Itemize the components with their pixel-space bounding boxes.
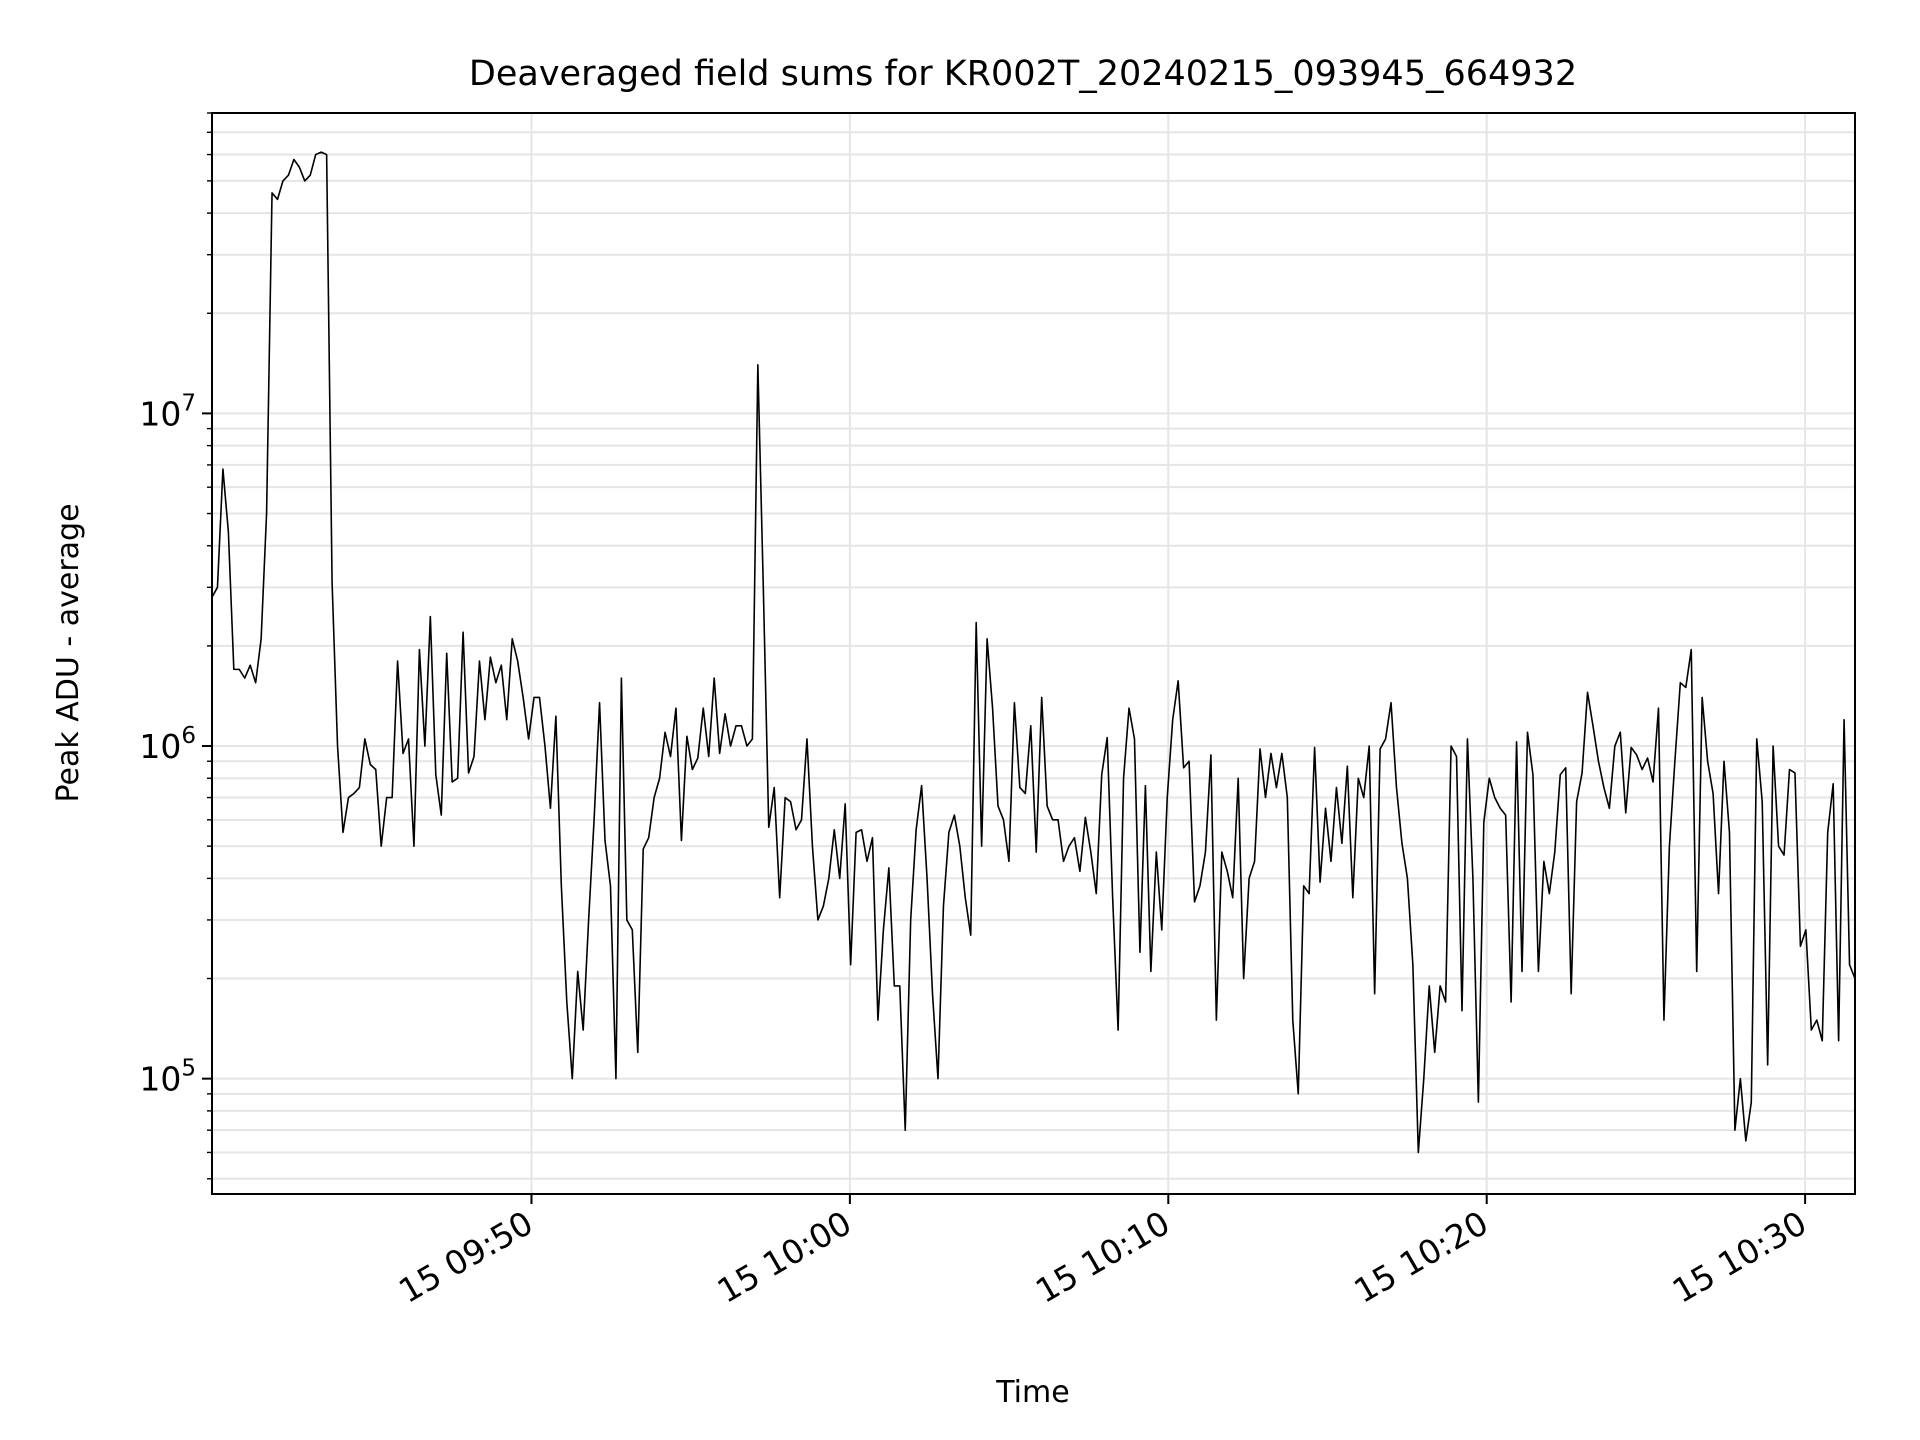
plot-area-frame (211, 112, 1856, 1195)
chart-title: Deaveraged field sums for KR002T_2024021… (469, 54, 1577, 94)
x-axis-label: Time (995, 1375, 1069, 1410)
y-tick-label: 107 (139, 390, 196, 433)
y-tick-label: 106 (139, 723, 196, 766)
y-tick-label: 105 (139, 1056, 196, 1099)
series-line (211, 151, 1856, 1154)
y-axis-label: Peak ADU - average (51, 503, 86, 802)
y-axis: 105 106 107 (139, 112, 212, 1180)
